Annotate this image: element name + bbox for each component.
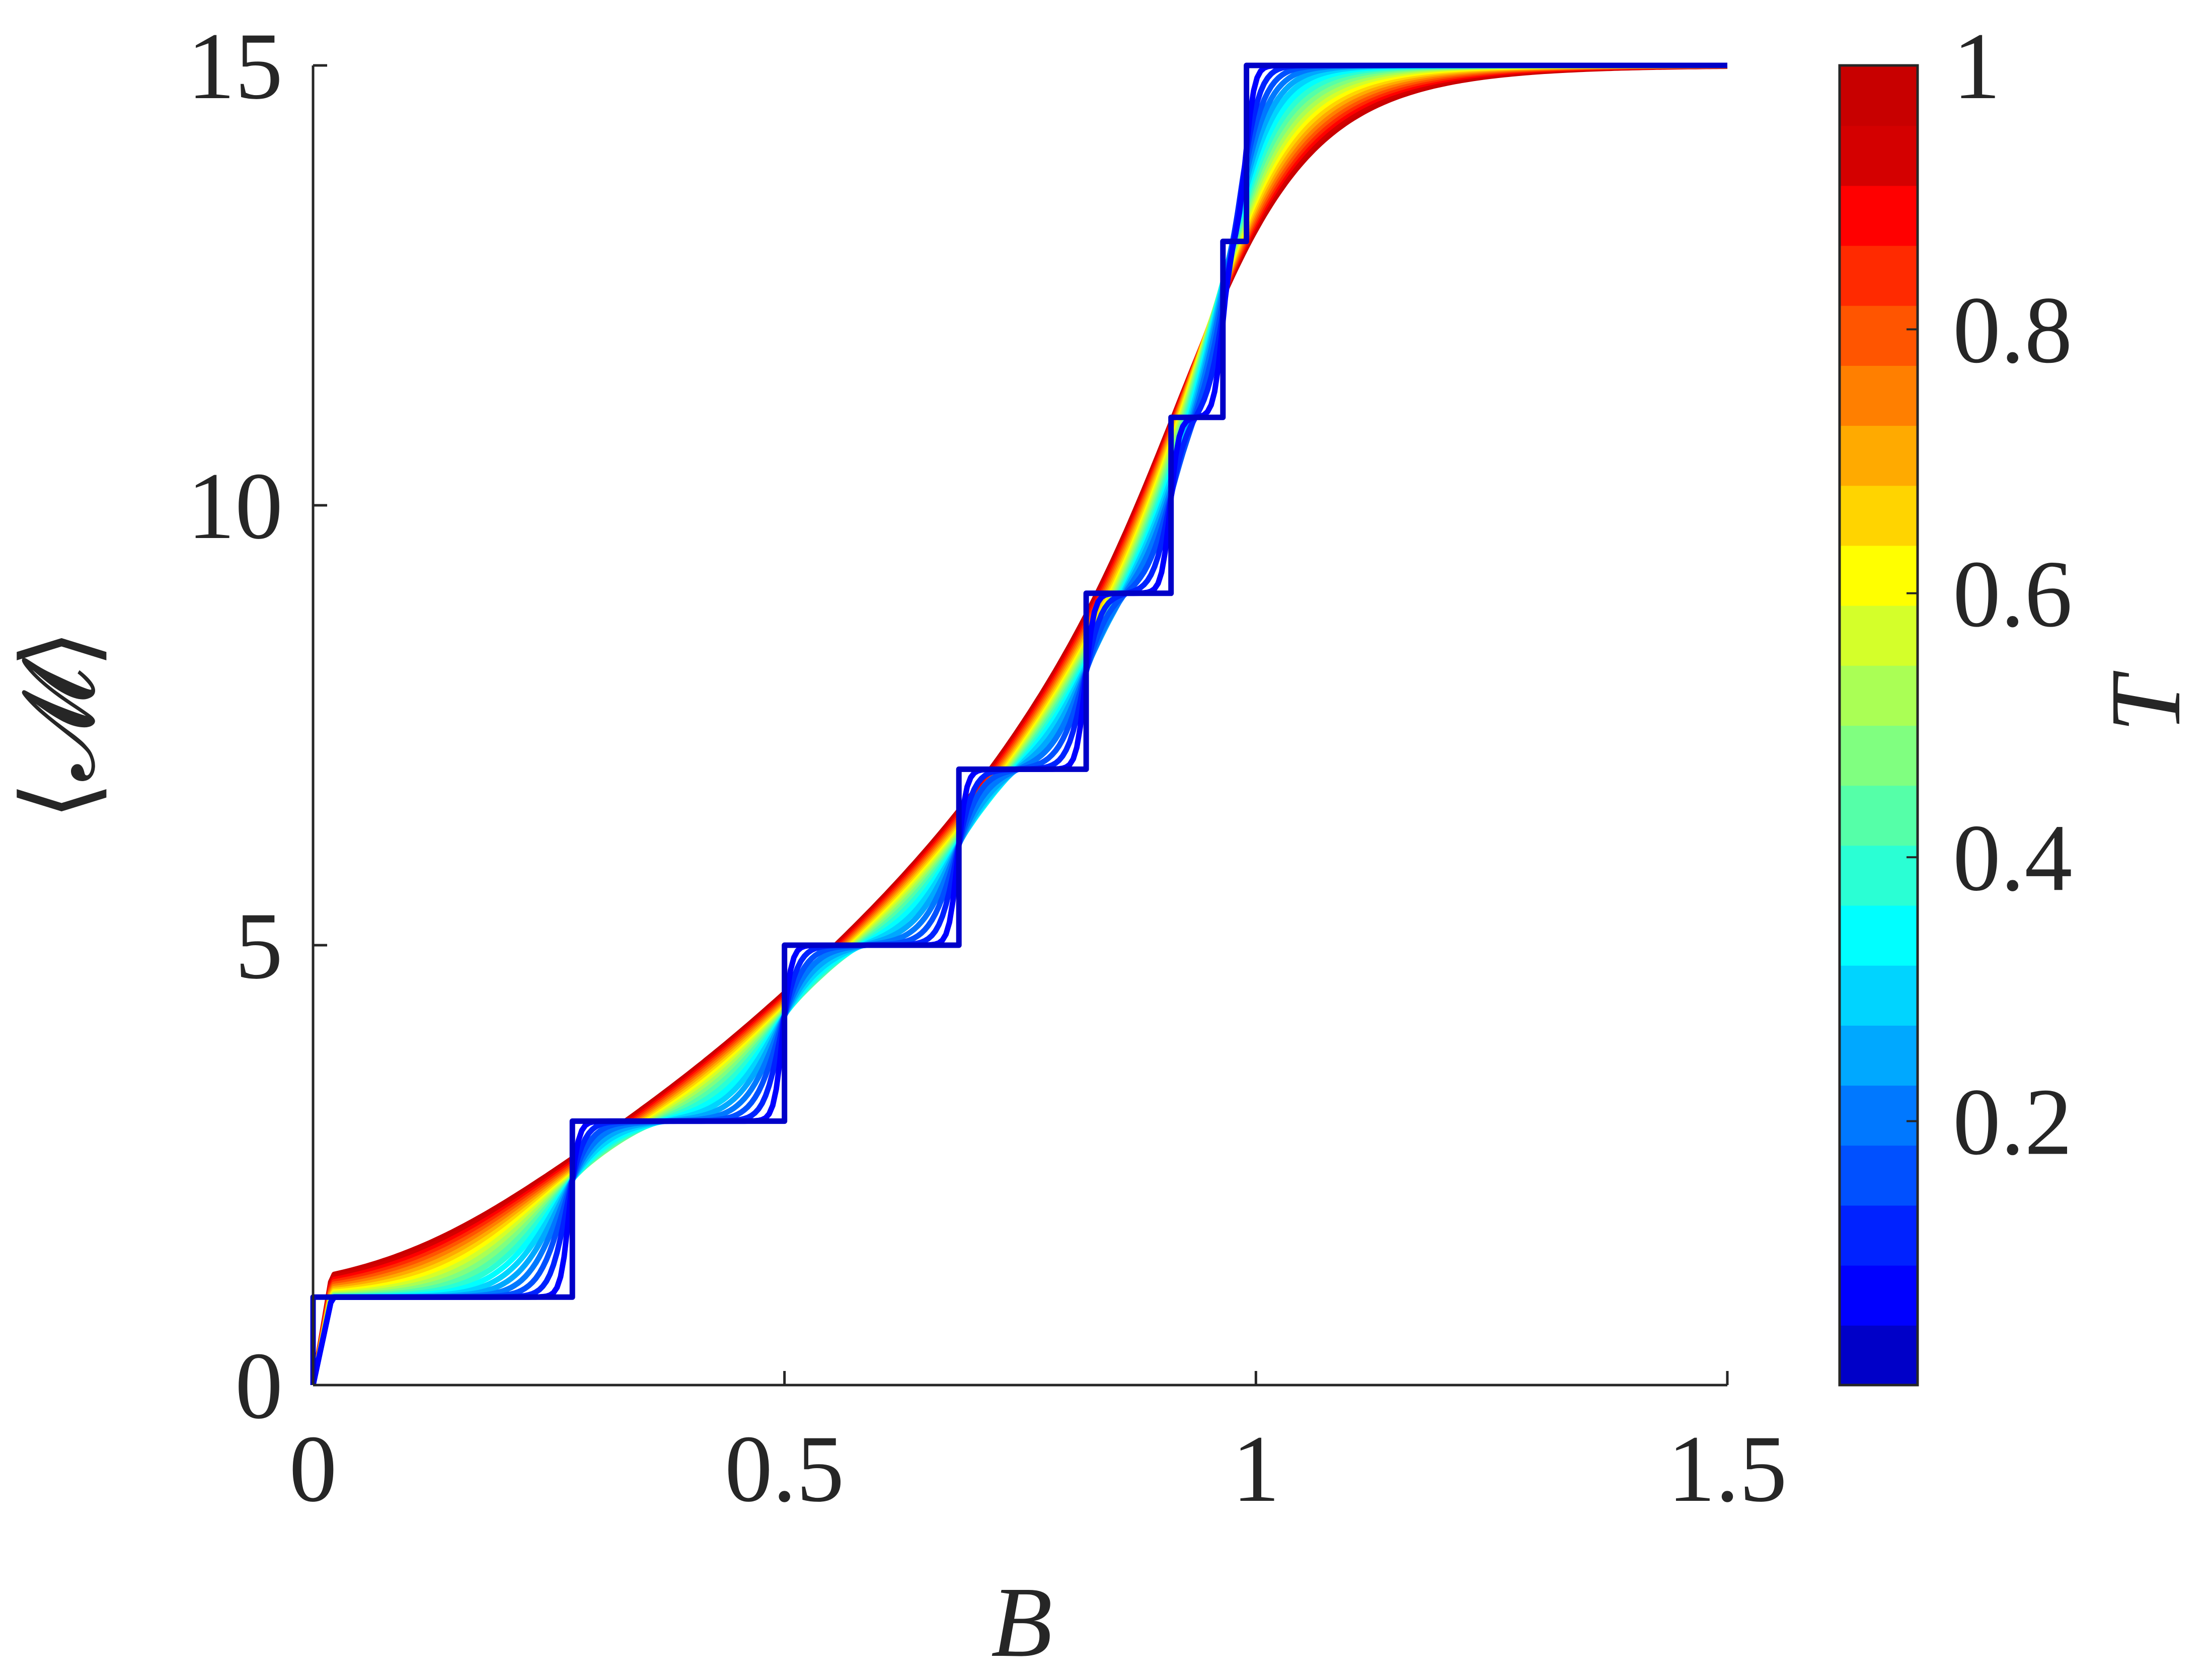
colorbar-band [1840,665,1918,726]
colorbar-band [1840,305,1918,366]
colorbar-band [1840,425,1918,486]
colorbar-band [1840,965,1918,1026]
colorbar-tick-label: 1 [1953,14,2001,119]
colorbar-band [1840,245,1918,306]
x-tick-label: 0.5 [725,1416,845,1522]
colorbar-tick-label: 0.2 [1953,1070,2073,1175]
colorbar-band [1840,365,1918,426]
colorbar-label: T [2090,670,2201,733]
y-ticks: 0 5 10 15 [187,14,327,1439]
colorbar-band [1840,785,1918,846]
y-tick-label: 15 [187,14,283,119]
colorbar-band [1840,185,1918,246]
colorbar-tick-label: 0.4 [1953,805,2073,911]
x-tick-label: 0 [289,1416,337,1522]
x-ticks: 0 0.5 1 1.5 [289,1371,1787,1522]
colorbar-band [1840,65,1918,126]
colorbar-band [1840,1085,1918,1146]
colorbar-band [1840,845,1918,906]
colorbar-tick-label: 0.8 [1953,277,2073,383]
y-tick-label: 5 [235,893,283,999]
colorbar-band [1840,605,1918,666]
y-axis-label: ⟨𝓜⟩ [4,629,115,820]
colorbar-band [1840,1145,1918,1206]
colorbar-band [1840,1265,1918,1326]
colorbar-band [1840,485,1918,546]
colorbar-band [1840,545,1918,606]
colorbar-band [1840,125,1918,186]
x-tick-label: 1.5 [1667,1416,1787,1522]
colorbar: 0.2 0.4 0.6 0.8 1 [1838,14,2073,1387]
y-tick-label: 0 [235,1333,283,1439]
y-tick-label: 10 [187,453,283,559]
colorbar-band [1840,905,1918,966]
axes [312,65,1727,1387]
magnetization-curves [310,62,1728,1386]
colorbar-band [1840,1325,1918,1386]
x-tick-label: 1 [1232,1416,1280,1522]
colorbar-band [1840,725,1918,786]
colorbar-band [1840,1025,1918,1086]
colorbar-frame [1838,64,1919,1387]
curve-T-0 [310,62,1727,1385]
colorbar-tick-label: 0.6 [1953,542,2073,647]
colorbar-band [1840,1205,1918,1266]
x-axis-label: B [991,1567,1052,1678]
